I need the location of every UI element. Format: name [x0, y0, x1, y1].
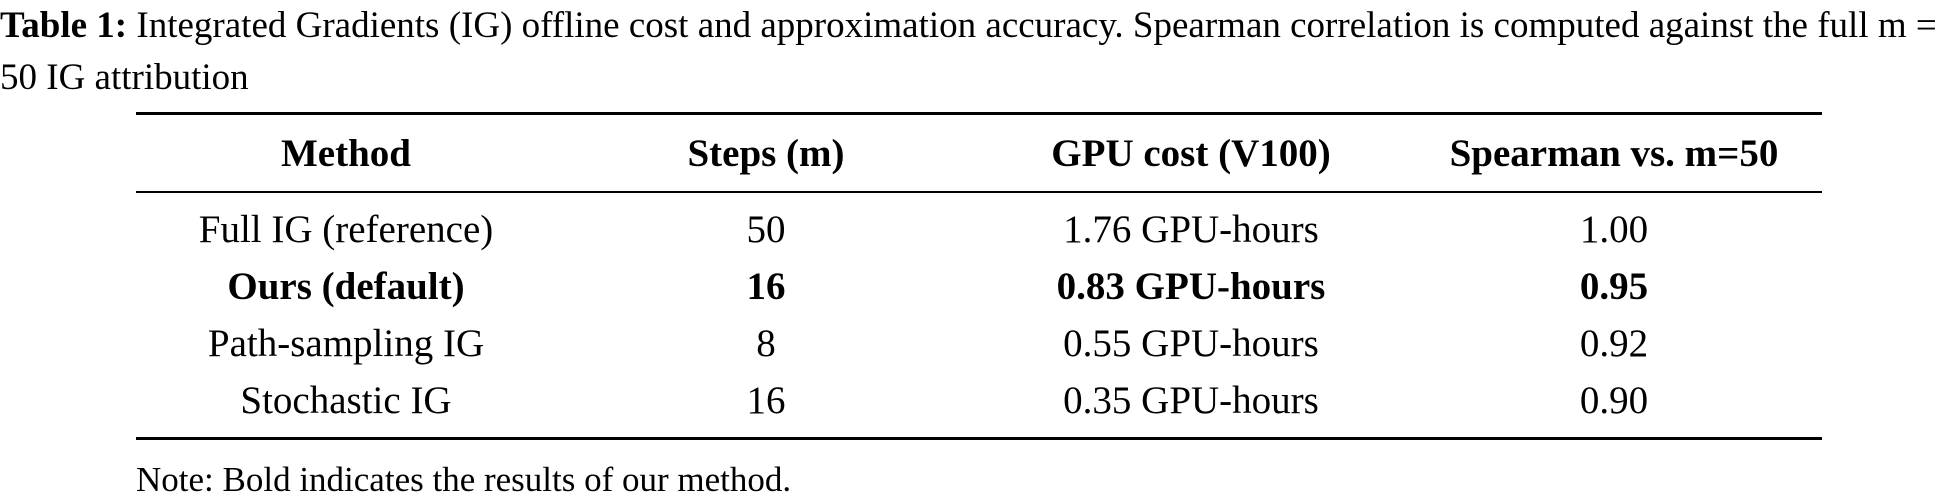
- cell-method: Ours (default): [227, 265, 465, 308]
- table-row: Path-sampling IG 8 0.55 GPU-hours 0.92: [136, 315, 1822, 372]
- cell-gpu-cost: 1.76 GPU-hours: [1063, 208, 1319, 251]
- cell-steps: 8: [756, 322, 776, 365]
- cell-spearman: 1.00: [1579, 208, 1649, 251]
- table-caption-label: Table 1:: [0, 5, 128, 46]
- table-row: Stochastic IG 16 0.35 GPU-hours 0.90: [136, 372, 1822, 439]
- cell-steps: 16: [746, 379, 786, 422]
- header-spearman: Spearman vs. m=50: [1449, 131, 1779, 175]
- results-table-container: Method Steps (m) GPU cost (V100) Spearma…: [136, 112, 1822, 440]
- cell-spearman: 0.95: [1579, 265, 1649, 308]
- cell-gpu-cost: 0.55 GPU-hours: [1063, 322, 1319, 365]
- cell-method: Stochastic IG: [240, 379, 452, 422]
- results-table: Method Steps (m) GPU cost (V100) Spearma…: [136, 112, 1822, 440]
- table-note: Note: Bold indicates the results of our …: [136, 460, 792, 499]
- table-row: Full IG (reference) 50 1.76 GPU-hours 1.…: [136, 192, 1822, 258]
- table-caption-text: Integrated Gradients (IG) offline cost a…: [0, 5, 1937, 98]
- cell-spearman: 0.92: [1579, 322, 1649, 365]
- cell-steps: 50: [746, 208, 786, 251]
- table-body: Full IG (reference) 50 1.76 GPU-hours 1.…: [136, 192, 1822, 439]
- header-gpu-cost: GPU cost (V100): [1051, 131, 1331, 175]
- table-caption: Table 1: Integrated Gradients (IG) offli…: [0, 0, 1958, 104]
- cell-spearman: 0.90: [1579, 379, 1649, 422]
- cell-method: Path-sampling IG: [207, 322, 485, 365]
- cell-gpu-cost: 0.35 GPU-hours: [1063, 379, 1319, 422]
- table-header-row: Method Steps (m) GPU cost (V100) Spearma…: [136, 113, 1822, 192]
- cell-gpu-cost: 0.83 GPU-hours: [1056, 265, 1326, 308]
- cell-method: Full IG (reference): [198, 208, 494, 251]
- table-header: Method Steps (m) GPU cost (V100) Spearma…: [136, 113, 1822, 192]
- header-steps: Steps (m): [687, 131, 845, 175]
- table-row-highlighted: Ours (default) 16 0.83 GPU-hours 0.95: [136, 258, 1822, 315]
- cell-steps: 16: [746, 265, 786, 308]
- header-method: Method: [281, 131, 411, 175]
